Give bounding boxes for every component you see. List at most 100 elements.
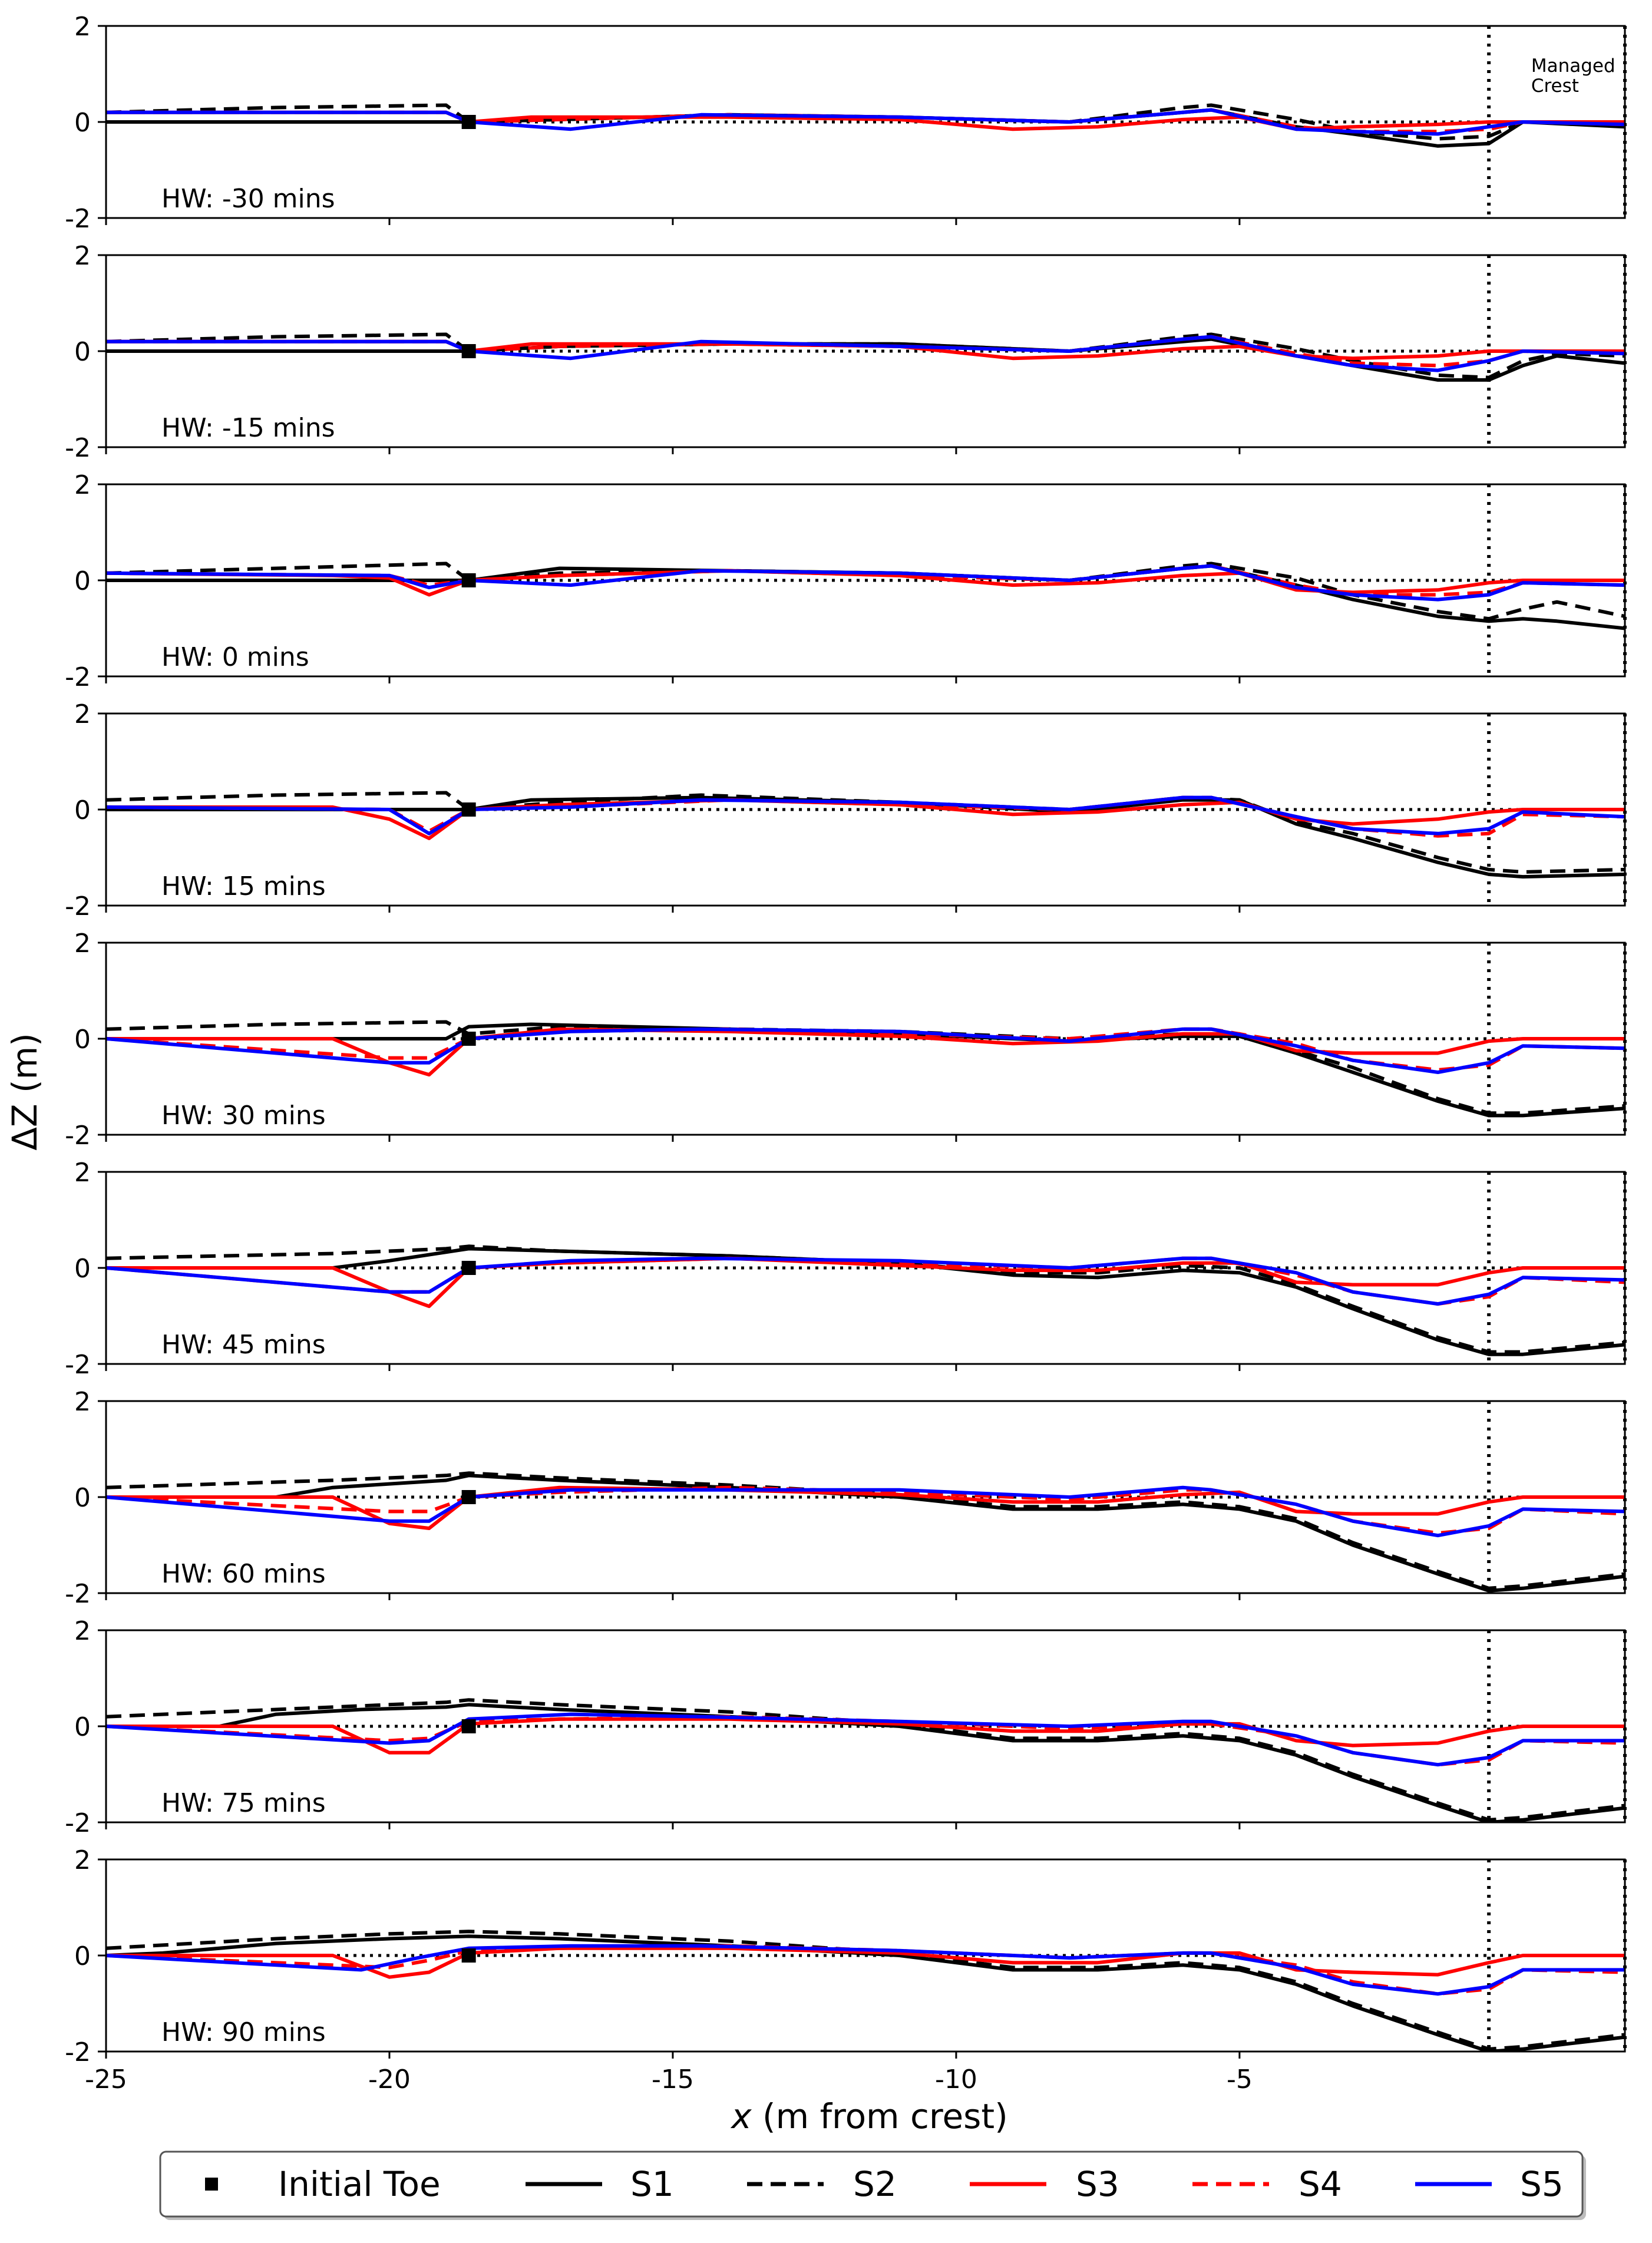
series-group (106, 1471, 1625, 1593)
x-axis-label-variable: x (730, 2096, 752, 2136)
y-tick-label: 2 (74, 12, 91, 42)
series-line-s5 (106, 1485, 1625, 1538)
y-tick-label: 0 (74, 1941, 91, 1971)
legend-label-initial-toe: Initial Toe (278, 2164, 441, 2204)
y-tick-label: -2 (65, 2037, 91, 2067)
series-line-s1 (106, 1934, 1625, 2052)
series-line-s2 (106, 1244, 1625, 1354)
y-axis-label: ΔZ (m) (5, 1033, 45, 1151)
x-tick-label: -5 (1227, 2064, 1253, 2095)
legend: Initial Toe S1 S2 S3 S4 S5 (159, 2150, 1586, 2220)
series-group (106, 332, 1625, 382)
series-line-s1 (106, 1703, 1625, 1822)
series-line-s5 (106, 1256, 1625, 1306)
legend-marker-initial-toe (205, 2178, 218, 2191)
y-tick-label: 2 (74, 699, 91, 729)
series-line-s3 (106, 569, 1625, 597)
y-tick-label: -2 (65, 891, 91, 921)
legend-label-s1: S1 (630, 2164, 674, 2204)
legend-label-s5: S5 (1520, 2164, 1564, 2204)
x-axis-label: x (m from crest) (730, 2096, 1007, 2136)
series-line-s4 (106, 1485, 1625, 1535)
y-tick-label: -2 (65, 662, 91, 692)
y-tick-label: 0 (74, 566, 91, 596)
y-tick-label: 2 (74, 1616, 91, 1646)
y-tick-label: 0 (74, 108, 91, 138)
series-line-s2 (106, 561, 1625, 621)
series-line-s3 (106, 1485, 1625, 1530)
initial-toe-marker (461, 115, 476, 129)
y-tick-label: -2 (65, 204, 91, 234)
series-line-s5 (106, 564, 1625, 602)
managed-crest-annotation: Managed (1531, 55, 1615, 77)
panel-time-label: HW: 90 mins (161, 2017, 326, 2047)
panel-time-label: HW: -15 mins (161, 413, 335, 443)
series-line-s2 (106, 1698, 1625, 1822)
y-tick-label: 0 (74, 1712, 91, 1742)
series-line-s1 (106, 1474, 1625, 1593)
series-group (106, 561, 1625, 630)
panel-time-label: HW: 15 mins (161, 871, 326, 901)
x-tick-label: -20 (368, 2064, 411, 2095)
panel-time-label: HW: 45 mins (161, 1330, 326, 1360)
x-tick-label: -15 (652, 2064, 694, 2095)
series-line-s5 (106, 335, 1625, 372)
panel: 2 0 -2 HW: 45 mins (65, 1158, 1627, 1380)
initial-toe-marker (461, 802, 476, 817)
panel: 2 0 -2 HW: 75 mins (65, 1616, 1627, 1838)
series-line-s2 (106, 332, 1625, 379)
panel-time-label: HW: -30 mins (161, 184, 335, 214)
series-group (106, 1930, 1625, 2052)
y-tick-label: 2 (74, 241, 91, 271)
series-line-s5 (106, 795, 1625, 835)
y-tick-label: 2 (74, 470, 91, 500)
y-tick-label: 2 (74, 1387, 91, 1417)
x-axis-label-unit: (m from crest) (752, 2096, 1008, 2136)
y-tick-label: 0 (74, 1483, 91, 1513)
y-tick-label: 2 (74, 1158, 91, 1188)
y-tick-label: -2 (65, 1350, 91, 1380)
initial-toe-marker (461, 1948, 476, 1963)
initial-toe-marker (461, 1490, 476, 1504)
x-tick-label: -25 (85, 2064, 127, 2095)
y-tick-label: 2 (74, 1845, 91, 1875)
series-line-s4 (106, 795, 1625, 838)
legend-label-s4: S4 (1299, 2164, 1342, 2204)
series-line-s3 (106, 1027, 1625, 1077)
panel: 2 0 -2 HW: -15 mins (65, 241, 1627, 463)
series-line-s5 (106, 108, 1625, 136)
initial-toe-marker (461, 1032, 476, 1046)
series-line-s2 (106, 1471, 1625, 1590)
panel: 2 0 -2 HW: 0 mins (65, 470, 1627, 692)
series-line-s1 (106, 1022, 1625, 1118)
series-line-s2 (106, 1930, 1625, 2051)
panel: 2 0 -2 HW: 30 mins (65, 929, 1627, 1151)
y-tick-label: -2 (65, 1121, 91, 1151)
series-group (106, 103, 1625, 148)
y-tick-label: 0 (74, 1025, 91, 1055)
initial-toe-marker (461, 344, 476, 358)
series-line-s1 (106, 1247, 1625, 1356)
initial-toe-marker (461, 1719, 476, 1733)
panel-time-label: HW: 0 mins (161, 642, 309, 672)
y-tick-label: 2 (74, 929, 91, 959)
series-line-s5 (106, 1944, 1625, 1996)
series-line-s2 (106, 103, 1625, 141)
series-line-s5 (106, 1712, 1625, 1767)
x-tick-label: -10 (935, 2064, 977, 2095)
legend-box (159, 2150, 1584, 2218)
y-tick-label: 0 (74, 1254, 91, 1284)
y-tick-label: -2 (65, 433, 91, 463)
y-tick-label: -2 (65, 1579, 91, 1609)
series-line-s3 (106, 798, 1625, 840)
legend-label-s3: S3 (1076, 2164, 1119, 2204)
series-line-s3 (106, 1256, 1625, 1309)
series-group (106, 1698, 1625, 1822)
initial-toe-marker (461, 1261, 476, 1275)
panel: 2 0 -2-25 -20 -15 -10 -5 HW: 90 mins (65, 1845, 1627, 2095)
y-tick-label: -2 (65, 1808, 91, 1838)
managed-crest-annotation: Crest (1531, 75, 1579, 97)
